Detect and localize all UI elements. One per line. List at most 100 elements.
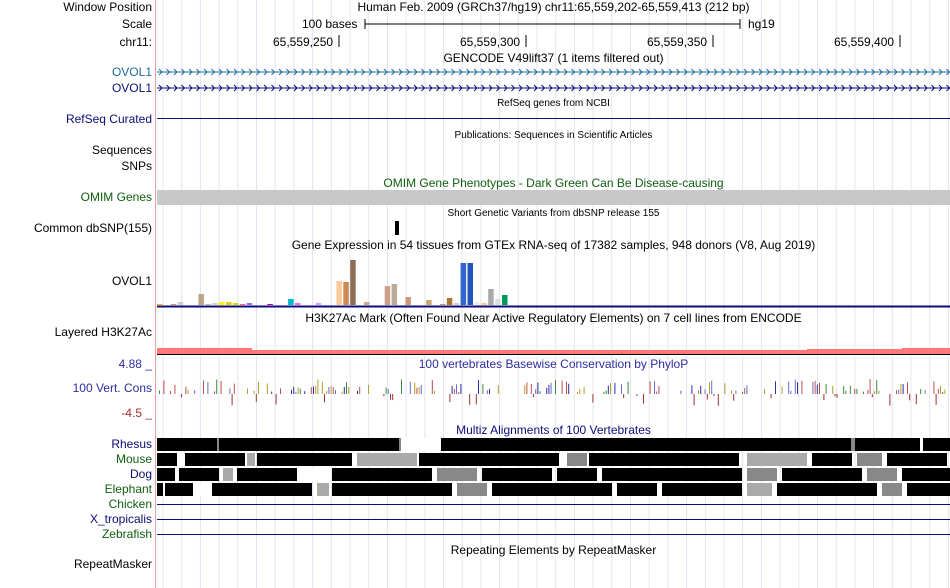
strand-chevron bbox=[323, 68, 328, 76]
repeatmasker-track-title[interactable]: Repeating Elements by RepeatMasker bbox=[450, 543, 657, 557]
strand-chevron bbox=[706, 84, 711, 92]
alignment-block bbox=[437, 468, 477, 481]
phylop-score-bar bbox=[746, 385, 748, 394]
strand-chevron bbox=[346, 84, 351, 92]
refseq-track-label[interactable]: RefSeq Curated bbox=[65, 112, 152, 126]
strand-chevron bbox=[323, 84, 328, 92]
strand-chevron bbox=[773, 68, 778, 76]
h3k27ac-signal-base bbox=[157, 350, 950, 354]
multiz-species-label[interactable]: Chicken bbox=[108, 497, 152, 511]
omim-gene-bar[interactable] bbox=[157, 190, 950, 205]
strand-chevron bbox=[563, 84, 568, 92]
gencode-transcript-1[interactable] bbox=[157, 67, 950, 77]
phylop-score-bar bbox=[832, 385, 834, 394]
strand-chevron bbox=[316, 68, 321, 76]
phylop-score-bar bbox=[315, 385, 317, 394]
multiz-species-label[interactable]: Elephant bbox=[104, 482, 152, 496]
strand-chevron bbox=[803, 68, 808, 76]
strand-chevron bbox=[256, 68, 261, 76]
gtex-tissue-bar bbox=[219, 302, 225, 305]
gtex-expression-chart[interactable] bbox=[157, 253, 950, 309]
phylop-score-bar bbox=[233, 383, 235, 394]
gtex-tissue-bar bbox=[495, 299, 501, 305]
alignment-block bbox=[887, 453, 947, 466]
gencode-transcript-2[interactable] bbox=[157, 83, 950, 93]
multiz-species-label[interactable]: Zebrafish bbox=[101, 527, 152, 541]
gencode-item-label[interactable]: OVOL1 bbox=[111, 65, 152, 79]
multiz-species-label[interactable]: Rhesus bbox=[111, 437, 152, 451]
multiz-track-title[interactable]: Multiz Alignments of 100 Vertebrates bbox=[456, 423, 651, 437]
ruler-tick-label: 65,559,300 bbox=[460, 35, 521, 49]
strand-chevron bbox=[556, 84, 561, 92]
phylop-score-bar bbox=[843, 385, 845, 394]
multiz-species-label[interactable]: Mouse bbox=[115, 452, 152, 466]
h3k27ac-signal[interactable] bbox=[157, 340, 950, 355]
omim-track-label[interactable]: OMIM Genes bbox=[80, 190, 152, 204]
h3k27ac-track-title[interactable]: H3K27Ac Mark (Often Found Near Active Re… bbox=[305, 311, 802, 325]
strand-chevron bbox=[676, 84, 681, 92]
publications-label-line2[interactable]: SNPs bbox=[121, 159, 152, 173]
phylop-score-bar bbox=[854, 388, 856, 394]
multiz-species-label[interactable]: X_tropicalis bbox=[89, 512, 152, 526]
phylop-score-bar bbox=[416, 387, 418, 394]
left-label-divider bbox=[155, 0, 156, 588]
strand-chevron bbox=[586, 68, 591, 76]
strand-chevron bbox=[308, 84, 313, 92]
strand-chevron bbox=[293, 84, 298, 92]
alignment-block bbox=[457, 483, 487, 496]
phylop-score-bar bbox=[561, 380, 563, 394]
strand-chevron bbox=[428, 68, 433, 76]
publications-track-title[interactable]: Publications: Sequences in Scientific Ar… bbox=[454, 130, 653, 141]
repeatmasker-track-label[interactable]: RepeatMasker bbox=[73, 557, 152, 571]
strand-chevron bbox=[548, 68, 553, 76]
publications-label-line1[interactable]: Sequences bbox=[91, 143, 152, 157]
phylop-score-bar bbox=[321, 381, 323, 394]
dbsnp-track-label[interactable]: Common dbSNP(155) bbox=[33, 221, 152, 235]
phylop-score-bar bbox=[530, 384, 532, 394]
phylop-score-bar bbox=[816, 384, 818, 394]
conservation-track-label[interactable]: 100 Vert. Cons bbox=[72, 381, 152, 395]
strand-chevron bbox=[541, 84, 546, 92]
phylop-score-bar bbox=[524, 385, 526, 394]
alignment-block bbox=[219, 438, 399, 451]
refseq-track-title[interactable]: RefSeq genes from NCBI bbox=[497, 98, 610, 109]
gtex-track-title[interactable]: Gene Expression in 54 tissues from GTEx … bbox=[291, 238, 816, 252]
dbsnp-track-title[interactable]: Short Genetic Variants from dbSNP releas… bbox=[447, 208, 660, 219]
refseq-gene-line[interactable] bbox=[157, 118, 950, 119]
phylop-score-bar bbox=[713, 394, 715, 397]
strand-chevron bbox=[736, 84, 741, 92]
strand-chevron bbox=[781, 84, 786, 92]
strand-chevron bbox=[931, 84, 936, 92]
gencode-item-label[interactable]: OVOL1 bbox=[111, 81, 152, 95]
phylop-score-bar bbox=[216, 379, 218, 394]
phylop-score-bar bbox=[794, 379, 796, 394]
gtex-track-label[interactable]: OVOL1 bbox=[111, 274, 152, 288]
phylop-score-bar bbox=[330, 386, 332, 394]
alignment-block bbox=[882, 483, 902, 496]
alignment-block bbox=[777, 483, 877, 496]
phylop-score-bar bbox=[788, 381, 790, 394]
omim-track-title[interactable]: OMIM Gene Phenotypes - Dark Green Can Be… bbox=[383, 176, 724, 190]
multiz-species-label[interactable]: Dog bbox=[129, 467, 152, 481]
multiz-alignment-blocks[interactable] bbox=[157, 437, 950, 541]
gtex-tissue-bar bbox=[288, 299, 294, 305]
strand-chevron bbox=[338, 68, 343, 76]
strand-chevron bbox=[886, 68, 891, 76]
strand-chevron bbox=[286, 68, 291, 76]
h3k27ac-track-label[interactable]: Layered H3K27Ac bbox=[54, 325, 152, 339]
phylop-score-bar bbox=[253, 390, 255, 394]
gencode-track-title[interactable]: GENCODE V49lift37 (1 items filtered out) bbox=[443, 51, 664, 65]
strand-chevron bbox=[368, 68, 373, 76]
alignment-block bbox=[197, 483, 207, 496]
strand-chevron bbox=[466, 68, 471, 76]
alignment-block bbox=[482, 468, 552, 481]
conservation-wiggle[interactable] bbox=[157, 370, 950, 416]
phylop-score-bar bbox=[497, 385, 499, 394]
snp-marker[interactable] bbox=[395, 221, 399, 235]
conservation-track-title[interactable]: 100 vertebrates Basewise Conservation by… bbox=[418, 357, 689, 371]
strand-chevron bbox=[601, 68, 606, 76]
phylop-score-bar bbox=[526, 382, 528, 394]
gtex-tissue-bar bbox=[460, 263, 467, 305]
strand-chevron bbox=[923, 84, 928, 92]
strand-chevron bbox=[698, 84, 703, 92]
